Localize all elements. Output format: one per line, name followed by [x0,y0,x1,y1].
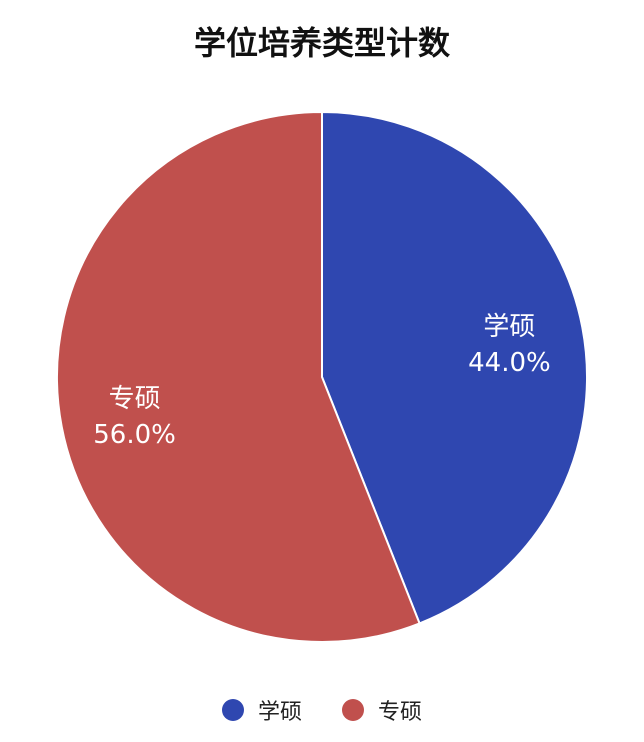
slice-percent-label-0: 44.0% [468,348,551,378]
legend: 学硕 专硕 [0,694,644,726]
legend-item-0: 学硕 [221,694,302,726]
legend-label-1: 专硕 [378,700,423,725]
legend-swatch-0 [221,699,244,721]
chart-title: 学位培养类型计数 [193,24,450,62]
legend-item-1: 专硕 [342,694,422,726]
legend-label-0: 学硕 [257,700,302,725]
pie-slice-1 [56,110,421,643]
slice-percent-label-1: 56.0% [93,420,176,450]
legend-swatch-1 [342,699,364,721]
slice-category-label-1: 专硕 [109,384,161,414]
pie-slice-0 [321,110,588,625]
slice-category-label-0: 学硕 [483,312,535,342]
